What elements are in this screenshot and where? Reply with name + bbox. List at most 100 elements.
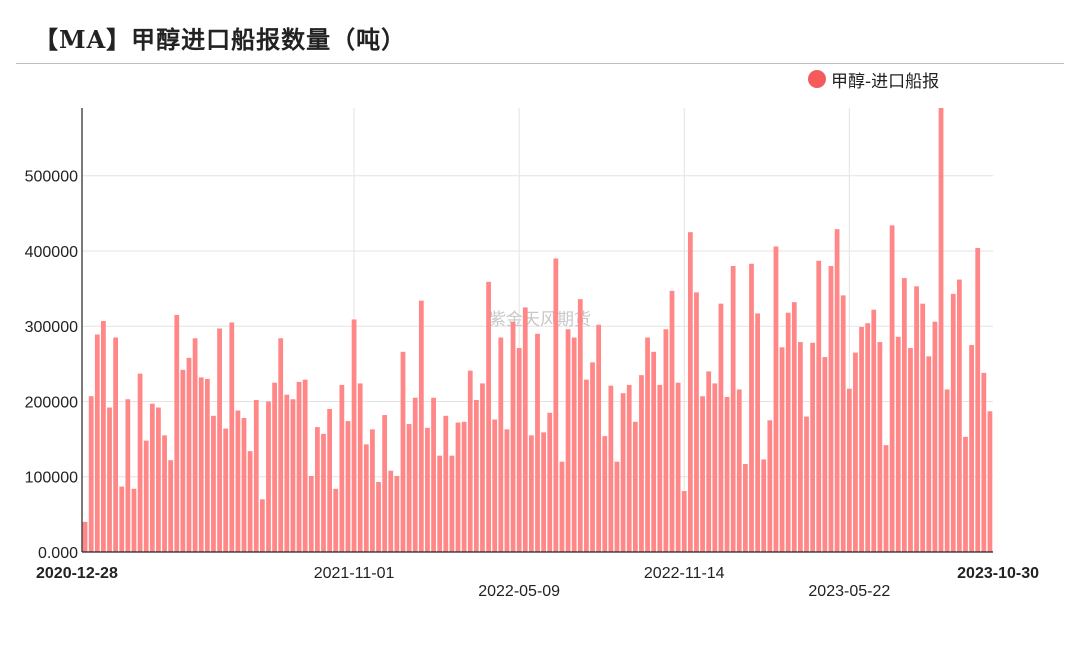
bar[interactable] (541, 432, 546, 552)
bar[interactable] (253, 399, 259, 552)
bar[interactable] (535, 333, 540, 552)
bar[interactable] (944, 389, 950, 552)
bar[interactable] (547, 412, 553, 552)
bar[interactable] (431, 397, 436, 552)
bar[interactable] (956, 279, 962, 552)
bar[interactable] (577, 299, 583, 552)
bar[interactable] (626, 384, 632, 552)
bar[interactable] (235, 410, 241, 552)
bar[interactable] (901, 278, 907, 552)
bar[interactable] (473, 399, 479, 552)
bar[interactable] (486, 281, 491, 552)
bar[interactable] (217, 328, 222, 552)
bar[interactable] (828, 266, 834, 552)
bar[interactable] (571, 337, 577, 552)
bar[interactable] (822, 357, 828, 552)
bar[interactable] (467, 370, 473, 552)
bar[interactable] (865, 323, 871, 552)
bar[interactable] (259, 499, 265, 552)
bar[interactable] (791, 302, 797, 552)
bar[interactable] (345, 421, 351, 552)
bar[interactable] (639, 375, 644, 552)
bar[interactable] (339, 384, 345, 552)
bar[interactable] (321, 433, 326, 552)
bar[interactable] (645, 337, 650, 552)
bar[interactable] (718, 303, 724, 552)
bar[interactable] (908, 348, 913, 552)
bar[interactable] (394, 475, 400, 552)
bar[interactable] (804, 416, 809, 552)
bar[interactable] (357, 383, 363, 552)
bar[interactable] (920, 303, 926, 552)
bar[interactable] (742, 463, 748, 552)
bar[interactable] (614, 461, 620, 552)
bar[interactable] (675, 382, 681, 552)
bar[interactable] (510, 321, 516, 552)
bar[interactable] (773, 246, 779, 552)
bar[interactable] (382, 415, 388, 552)
bar[interactable] (926, 356, 932, 552)
bar[interactable] (767, 420, 773, 552)
bar[interactable] (363, 444, 369, 552)
bar[interactable] (846, 388, 852, 552)
bar[interactable] (296, 381, 302, 552)
bar[interactable] (480, 383, 485, 552)
bar[interactable] (131, 488, 137, 552)
bar[interactable] (180, 369, 186, 552)
bar[interactable] (272, 382, 277, 552)
bar[interactable] (82, 521, 88, 552)
bar[interactable] (950, 293, 956, 552)
bar[interactable] (492, 419, 498, 552)
bar[interactable] (149, 403, 155, 552)
bar[interactable] (333, 488, 339, 552)
bar[interactable] (461, 421, 467, 552)
bar[interactable] (736, 389, 742, 552)
bar[interactable] (895, 336, 901, 552)
bar[interactable] (889, 225, 895, 552)
bar[interactable] (125, 399, 131, 552)
bar[interactable] (156, 407, 161, 552)
bar[interactable] (651, 351, 657, 552)
bar[interactable] (241, 418, 247, 552)
legend[interactable]: 甲醇-进口船报 (808, 68, 939, 92)
bar[interactable] (712, 383, 718, 552)
bar[interactable] (192, 338, 198, 552)
bar[interactable] (987, 411, 993, 552)
bar[interactable] (590, 362, 595, 552)
bar[interactable] (327, 409, 333, 552)
bar[interactable] (204, 378, 210, 552)
bar[interactable] (724, 396, 730, 552)
bar[interactable] (620, 393, 626, 552)
bar[interactable] (700, 396, 705, 552)
bar[interactable] (663, 329, 669, 552)
bar[interactable] (370, 429, 375, 552)
bar[interactable] (529, 435, 534, 552)
bar[interactable] (376, 482, 381, 552)
bar[interactable] (425, 427, 430, 552)
bar[interactable] (584, 379, 589, 552)
bar[interactable] (687, 232, 693, 552)
bar[interactable] (119, 486, 125, 552)
bar[interactable] (400, 351, 406, 552)
bar[interactable] (522, 307, 528, 552)
bar[interactable] (553, 258, 559, 552)
bar[interactable] (412, 397, 418, 552)
bar[interactable] (559, 461, 565, 552)
bar[interactable] (88, 396, 94, 552)
bar[interactable] (278, 338, 284, 552)
bar[interactable] (186, 357, 192, 552)
bar[interactable] (798, 342, 803, 552)
bar[interactable] (174, 314, 180, 552)
bar[interactable] (315, 427, 320, 552)
bar[interactable] (388, 470, 394, 552)
bar[interactable] (596, 324, 602, 552)
bar[interactable] (406, 424, 412, 552)
bar[interactable] (565, 329, 571, 552)
bar[interactable] (107, 407, 112, 552)
bar[interactable] (418, 300, 424, 552)
bar[interactable] (840, 295, 846, 552)
bar[interactable] (223, 428, 229, 552)
bar[interactable] (602, 436, 608, 552)
bar[interactable] (834, 229, 840, 553)
bar[interactable] (143, 440, 149, 552)
